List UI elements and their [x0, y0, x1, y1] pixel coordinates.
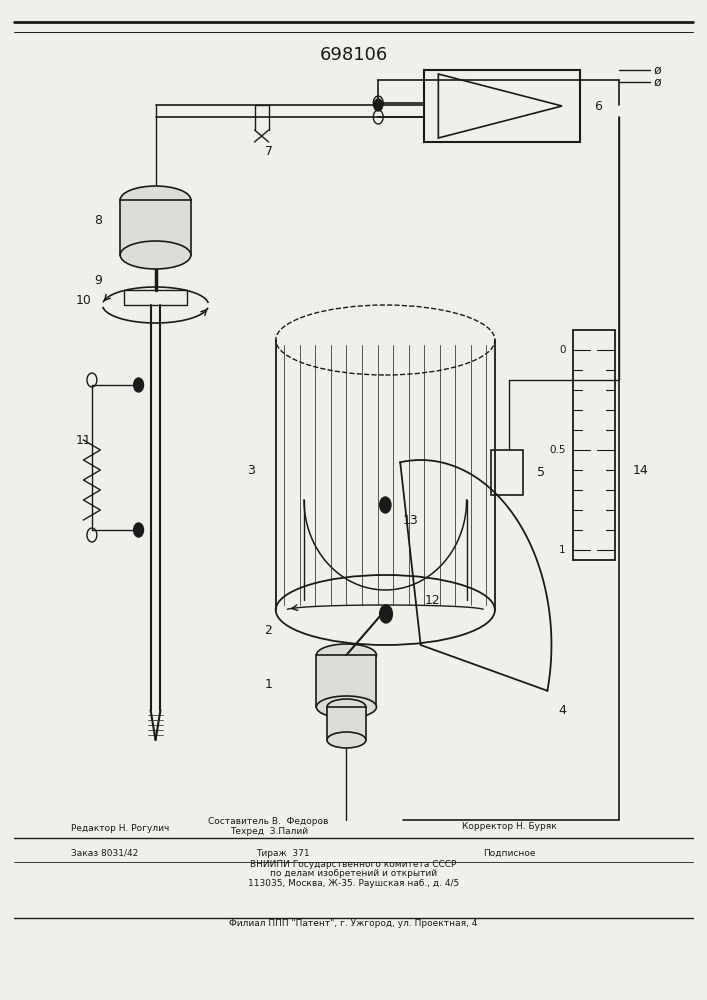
Bar	[120, 200, 191, 255]
Ellipse shape	[327, 699, 366, 715]
Text: по делам изобретений и открытий: по делам изобретений и открытий	[270, 869, 437, 878]
Text: Заказ 8031/42: Заказ 8031/42	[71, 849, 138, 858]
Ellipse shape	[316, 696, 376, 718]
Text: ø: ø	[654, 64, 662, 77]
Bar	[316, 655, 376, 707]
Text: Составитель В.  Федоров: Составитель В. Федоров	[209, 817, 329, 826]
Ellipse shape	[327, 732, 366, 748]
Text: 14: 14	[633, 464, 648, 477]
Bar	[327, 707, 366, 740]
Text: 1: 1	[264, 678, 272, 692]
Text: ø: ø	[654, 76, 662, 89]
Text: 3: 3	[247, 464, 255, 477]
Text: Подписное: Подписное	[483, 849, 535, 858]
Ellipse shape	[120, 241, 191, 269]
Bar	[424, 70, 580, 142]
Text: 12: 12	[424, 593, 440, 606]
Text: 2: 2	[264, 624, 272, 637]
Text: 113035, Москва, Ж-35. Раушская наб., д. 4/5: 113035, Москва, Ж-35. Раушская наб., д. …	[248, 879, 459, 888]
Text: 10: 10	[76, 294, 92, 306]
Ellipse shape	[316, 644, 376, 666]
Text: Филиал ППП "Патент", г. Ужгород, ул. Проектная, 4: Филиал ППП "Патент", г. Ужгород, ул. Про…	[229, 919, 478, 928]
Text: ВНИИПИ Государственного комитета СССР: ВНИИПИ Государственного комитета СССР	[250, 860, 457, 869]
Text: Тираж  371: Тираж 371	[256, 849, 310, 858]
Circle shape	[380, 497, 391, 513]
Text: 1: 1	[559, 545, 566, 555]
Text: 13: 13	[403, 514, 419, 526]
Text: 4: 4	[559, 704, 566, 716]
Circle shape	[374, 99, 382, 111]
Circle shape	[380, 605, 392, 623]
Text: 0: 0	[559, 345, 566, 355]
Text: 6: 6	[594, 100, 602, 112]
Text: 7: 7	[264, 145, 273, 158]
Text: Техред  З.Палий: Техред З.Палий	[230, 827, 308, 836]
Circle shape	[134, 378, 144, 392]
Text: Редактор Н. Рогулич: Редактор Н. Рогулич	[71, 824, 169, 833]
Circle shape	[134, 523, 144, 537]
Text: 0.5: 0.5	[549, 445, 566, 455]
Text: 9: 9	[95, 273, 103, 286]
Text: 11: 11	[76, 434, 92, 446]
Text: 698106: 698106	[320, 46, 387, 64]
Bar	[491, 450, 523, 495]
Bar	[573, 330, 615, 560]
Text: Корректор Н. Буряк: Корректор Н. Буряк	[462, 822, 556, 831]
Text: 8: 8	[95, 214, 103, 227]
Bar	[124, 290, 187, 305]
Ellipse shape	[120, 186, 191, 214]
Text: 5: 5	[537, 466, 545, 479]
